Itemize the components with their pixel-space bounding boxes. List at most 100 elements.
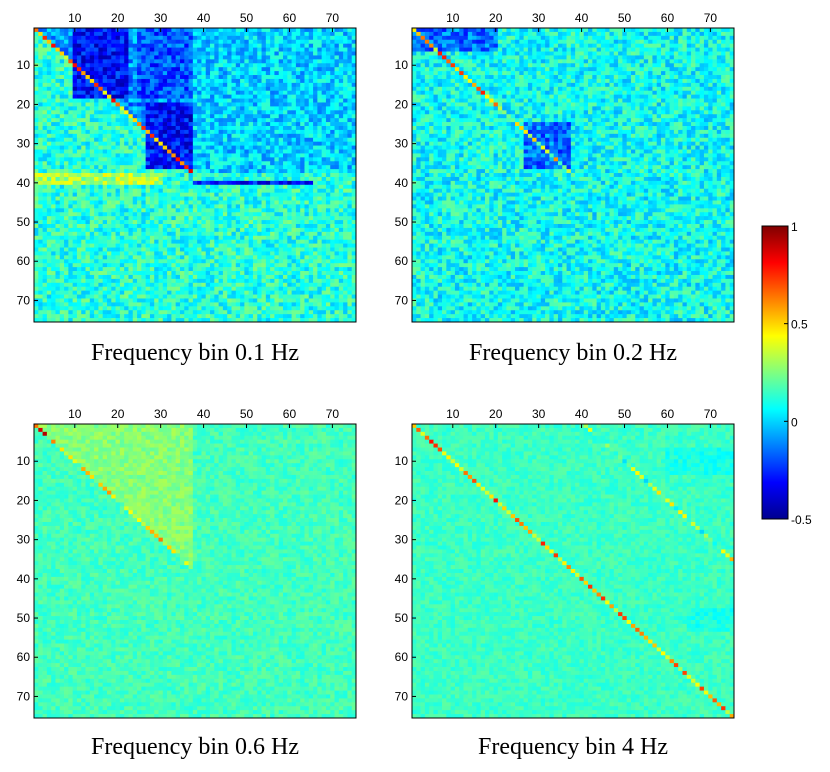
heatmap-cell: [162, 192, 168, 197]
heatmap-cell: [222, 59, 228, 64]
heatmap-cell: [210, 102, 215, 107]
heatmap-cell: [162, 271, 168, 276]
heatmap-cell: [154, 176, 159, 182]
heatmap-cell: [325, 118, 331, 123]
heatmap-cell: [205, 161, 211, 166]
heatmap-cell: [76, 118, 82, 123]
heatmap-cell: [55, 274, 61, 280]
heatmap-cell: [38, 102, 43, 107]
heatmap-cell: [252, 102, 258, 107]
heatmap-cell: [38, 59, 43, 64]
heatmap-cell: [197, 278, 202, 284]
heatmap-cell: [76, 47, 82, 52]
heatmap-cell: [321, 231, 327, 237]
heatmap-cell: [46, 176, 52, 182]
heatmap-cell: [81, 133, 86, 139]
heatmap-cell: [351, 31, 357, 37]
heatmap-cell: [227, 255, 232, 260]
heatmap-cell: [317, 267, 322, 272]
heatmap-cell: [46, 169, 52, 174]
heatmap-cell: [128, 282, 134, 288]
heatmap-cell: [171, 28, 177, 33]
heatmap-cell: [167, 204, 172, 209]
heatmap-cell: [94, 28, 99, 33]
heatmap-cell: [283, 220, 288, 225]
heatmap-cell: [167, 35, 172, 41]
heatmap-cell: [102, 286, 108, 291]
heatmap-cell: [154, 255, 159, 260]
heatmap-cell: [89, 28, 95, 33]
heatmap-cell: [222, 263, 228, 268]
heatmap-cell: [115, 274, 121, 280]
heatmap-cell: [248, 55, 254, 60]
heatmap-cell: [317, 63, 322, 68]
heatmap-cell: [145, 239, 151, 244]
heatmap-cell: [115, 86, 121, 92]
heatmap-cell: [85, 239, 91, 244]
heatmap-cell: [124, 129, 129, 135]
heatmap-cell: [72, 161, 78, 166]
heatmap-cell: [347, 184, 353, 190]
heatmap-cell: [308, 137, 314, 143]
heatmap-cell: [278, 176, 284, 182]
heatmap-cell: [218, 63, 224, 68]
heatmap-cell: [351, 59, 357, 64]
heatmap-cell: [338, 94, 344, 99]
heatmap-cell: [145, 145, 151, 150]
heatmap-cell: [330, 282, 335, 288]
heatmap-cell: [132, 286, 138, 291]
heatmap-cell: [201, 176, 207, 182]
heatmap-cell: [347, 39, 353, 45]
heatmap-cell: [313, 192, 318, 197]
heatmap-cell: [265, 114, 271, 119]
heatmap-cell: [334, 243, 340, 248]
heatmap-cell: [154, 192, 159, 197]
heatmap-cell: [334, 114, 340, 119]
heatmap-cell: [240, 247, 245, 252]
heatmap-cell: [119, 247, 125, 252]
heatmap-cell: [197, 129, 202, 135]
heatmap-cell: [171, 278, 177, 284]
heatmap-cell: [321, 114, 327, 119]
heatmap-cell: [248, 184, 254, 190]
heatmap-cell: [248, 235, 254, 241]
heatmap-cell: [34, 161, 39, 166]
heatmap-cell: [287, 200, 292, 205]
heatmap-cell: [158, 90, 164, 95]
heatmap-cell: [257, 106, 262, 111]
heatmap-cell: [192, 90, 198, 95]
heatmap-cell: [179, 35, 185, 41]
heatmap-cell: [265, 239, 271, 244]
heatmap-cell: [59, 173, 65, 178]
heatmap-cell: [175, 94, 181, 99]
heatmap-cell: [179, 247, 185, 252]
heatmap-cell: [51, 55, 56, 60]
heatmap-cell: [184, 196, 189, 201]
heatmap-cell: [188, 149, 194, 154]
heatmap-cell: [102, 259, 108, 264]
heatmap-cell: [235, 114, 241, 119]
heatmap-cell: [330, 47, 335, 52]
heatmap-cell: [98, 51, 104, 56]
heatmap-cell: [94, 216, 99, 221]
heatmap-cell: [338, 153, 344, 158]
heatmap-cell: [188, 278, 194, 284]
heatmap-cell: [248, 47, 254, 52]
heatmap-cell: [351, 67, 357, 72]
heatmap-cell: [205, 212, 211, 217]
heatmap-cell: [102, 78, 108, 84]
heatmap-cell: [81, 216, 86, 221]
heatmap-cell: [59, 263, 65, 268]
heatmap-cell: [171, 59, 177, 64]
heatmap-cell: [184, 75, 189, 80]
heatmap-cell: [325, 161, 331, 166]
heatmap-cell: [308, 165, 314, 170]
heatmap-cell: [197, 224, 202, 229]
heatmap-cell: [111, 247, 116, 252]
heatmap-cell: [184, 165, 189, 170]
heatmap-cell: [184, 149, 189, 154]
heatmap-cell: [295, 110, 301, 115]
heatmap-cell: [145, 263, 151, 268]
heatmap-cell: [171, 137, 177, 143]
heatmap-cell: [270, 169, 275, 174]
